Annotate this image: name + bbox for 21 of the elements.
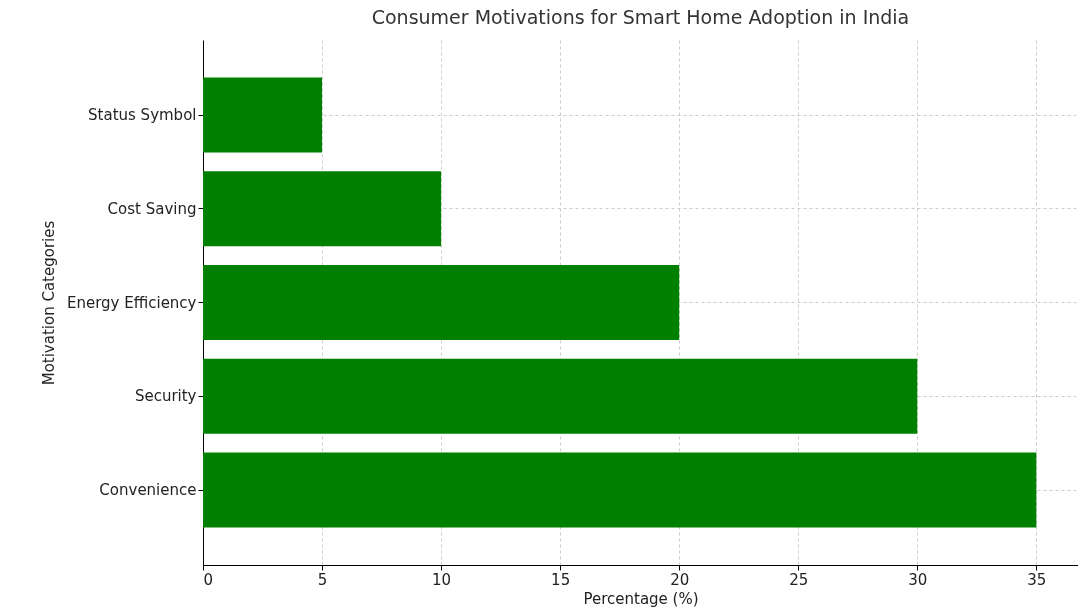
x-axis-title: Percentage (%) (583, 589, 699, 608)
x-tick-label: 10 (432, 570, 452, 589)
x-tick-label: 5 (317, 570, 328, 589)
x-tick-label: 30 (908, 570, 928, 589)
y-tick-label: Security (134, 387, 197, 406)
x-tick-label: 35 (1027, 570, 1047, 589)
y-tick-label: Cost Saving (107, 199, 197, 218)
y-axis-title: Motivation Categories (39, 220, 58, 386)
bar (203, 77, 323, 153)
bar (203, 452, 1037, 528)
y-tick-label: Status Symbol (88, 106, 197, 124)
y-tick-label: Energy Efficiency (66, 293, 197, 312)
x-tick-label: 25 (789, 570, 809, 589)
y-tick-label: Convenience (99, 481, 197, 499)
x-tick-label: 20 (670, 570, 690, 589)
bar (203, 171, 442, 247)
x-tick-label: 15 (551, 570, 571, 589)
chart-title: Consumer Motivations for Smart Home Adoption in India (371, 6, 910, 28)
bar (203, 358, 918, 434)
x-tick-label: 0 (203, 570, 214, 589)
bar (203, 265, 680, 340)
